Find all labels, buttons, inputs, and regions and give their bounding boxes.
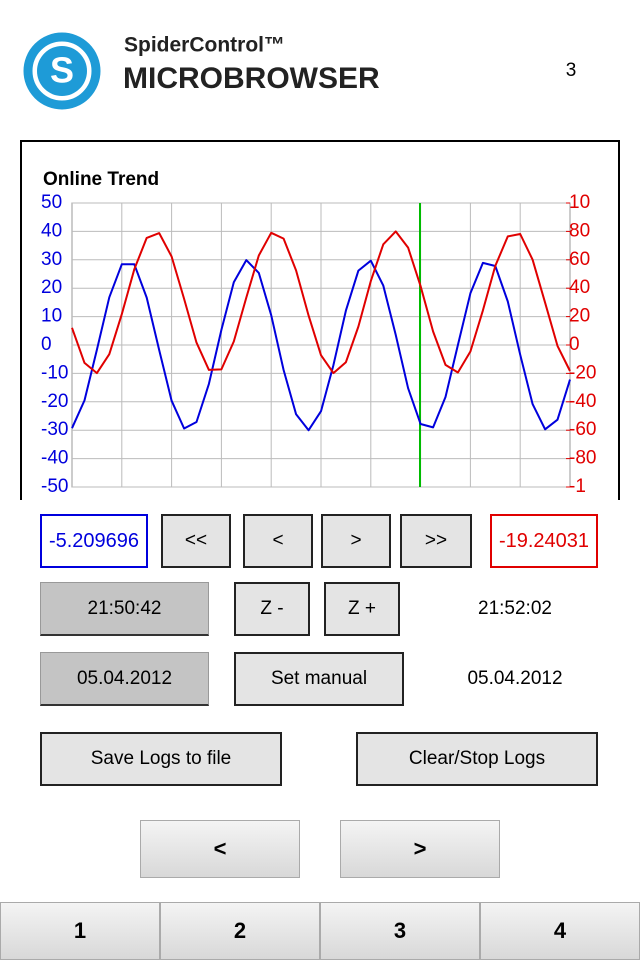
y-tick-label: -20 <box>41 391 68 412</box>
logo-ring <box>23 32 101 110</box>
panel <box>20 140 620 500</box>
logo-core <box>37 46 87 96</box>
y2-tick-label: 0 <box>569 334 580 355</box>
y2-tick-label: 40 <box>569 277 590 298</box>
start-date[interactable]: 05.04.2012 <box>40 652 209 706</box>
nav-button[interactable]: > <box>321 514 391 568</box>
end-time: 21:52:02 <box>478 598 552 619</box>
y-tick-label: -10 <box>41 362 68 383</box>
start-time[interactable]: 21:50:42 <box>40 582 209 636</box>
y-tick-label: 30 <box>41 249 62 270</box>
y2-tick-label: -60 <box>569 419 596 440</box>
chart-title: Online Trend <box>43 169 159 190</box>
nav-button[interactable]: >> <box>400 514 472 568</box>
y2-tick-label: -80 <box>569 448 596 469</box>
y-tick-label: 0 <box>41 334 52 355</box>
chart: S SpiderControl™ MICROBROWSER 3 Online T… <box>20 32 620 500</box>
y2-tick-label: -1 <box>569 476 586 497</box>
series-line <box>71 259 571 432</box>
y-tick-label: 50 <box>41 192 62 213</box>
nav-button[interactable]: < <box>243 514 313 568</box>
brand: SpiderControl™ <box>124 34 285 57</box>
y2-tick-label: -20 <box>569 362 596 383</box>
y-tick-label: -30 <box>41 419 68 440</box>
nav-button[interactable]: << <box>161 514 231 568</box>
page-number: 3 <box>566 60 577 81</box>
next-page[interactable]: > <box>340 820 500 878</box>
save-logs[interactable]: Save Logs to file <box>40 732 282 786</box>
y-tick-label: 40 <box>41 220 62 241</box>
logo-letter: S <box>50 50 74 91</box>
y-tick-label: 20 <box>41 277 62 298</box>
product: MICROBROWSER <box>123 62 380 95</box>
tab[interactable]: 1 <box>0 902 160 960</box>
y-tick-label: -40 <box>41 448 68 469</box>
y2-tick-label: 60 <box>569 249 590 270</box>
zoom-in[interactable]: Z + <box>324 582 400 636</box>
y-tick-label: -50 <box>41 476 68 497</box>
tab[interactable]: 3 <box>320 902 480 960</box>
left-cursor-value: -5.209696 <box>40 514 148 568</box>
y2-tick-label: 10 <box>569 192 590 213</box>
series-line <box>71 230 571 375</box>
y2-tick-label: 80 <box>569 220 590 241</box>
zoom-out[interactable]: Z - <box>234 582 310 636</box>
right-cursor-value: -19.24031 <box>490 514 598 568</box>
y2-tick-label: -40 <box>569 391 596 412</box>
clear-logs[interactable]: Clear/Stop Logs <box>356 732 598 786</box>
set-manual[interactable]: Set manual <box>234 652 404 706</box>
y2-tick-label: 20 <box>569 306 590 327</box>
tab[interactable]: 2 <box>160 902 320 960</box>
y-tick-label: 10 <box>41 306 62 327</box>
prev-page[interactable]: < <box>140 820 300 878</box>
tab[interactable]: 4 <box>480 902 640 960</box>
end-date: 05.04.2012 <box>467 668 563 689</box>
